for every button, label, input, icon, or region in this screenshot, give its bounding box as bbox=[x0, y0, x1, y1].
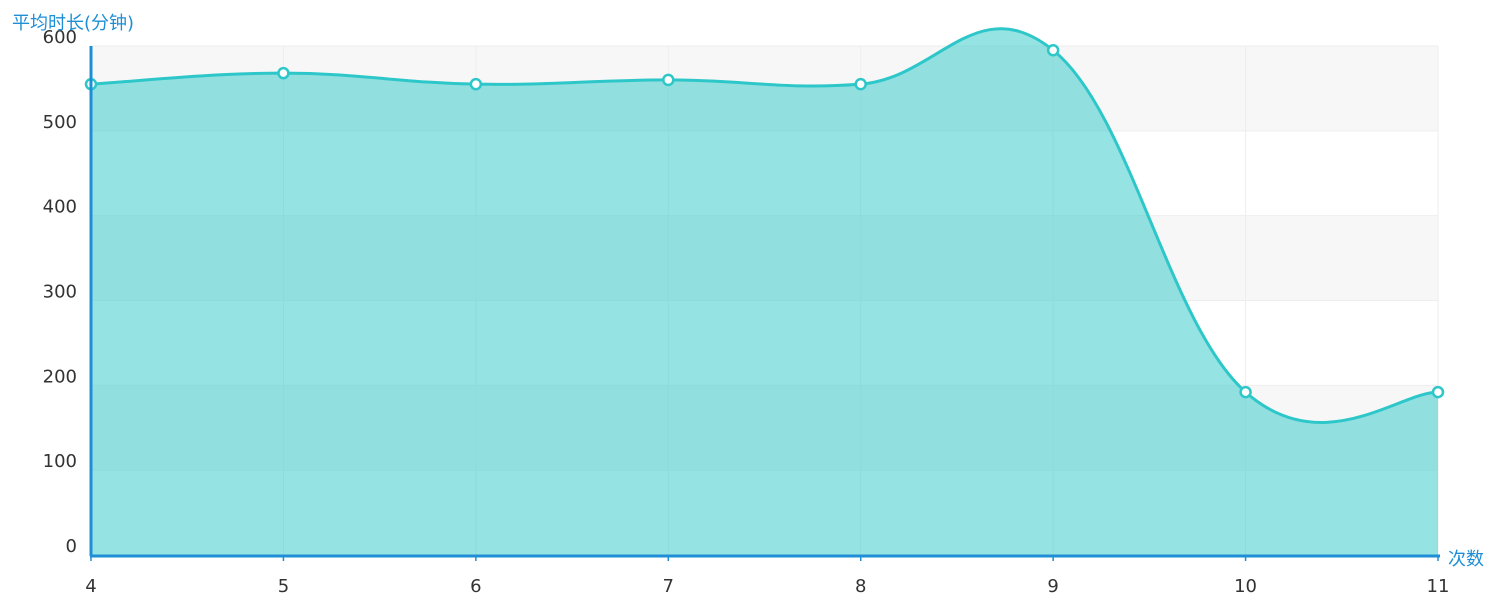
point bbox=[1239, 385, 1252, 399]
x-axis-label: 次数 bbox=[1448, 549, 1484, 570]
x-tick-label: 5 bbox=[278, 576, 289, 597]
y-tick-label: 600 bbox=[43, 27, 77, 48]
x-tick-label: 8 bbox=[855, 576, 866, 597]
point bbox=[662, 73, 675, 87]
y-tick-label: 400 bbox=[43, 197, 77, 218]
x-tick-label: 9 bbox=[1047, 576, 1058, 597]
point bbox=[1046, 43, 1060, 57]
y-axis-label: 平均时长(分钟) bbox=[12, 13, 134, 34]
y-tick-label: 100 bbox=[43, 451, 77, 472]
x-tick-label: 6 bbox=[470, 576, 481, 597]
point bbox=[1431, 385, 1445, 399]
line bbox=[90, 27, 1439, 424]
x-tick-label: 10 bbox=[1234, 576, 1257, 597]
y-tick-label: 0 bbox=[66, 536, 77, 557]
area bbox=[91, 28, 1438, 556]
x-tick-label: 7 bbox=[663, 576, 674, 597]
y-tick-label: 500 bbox=[43, 112, 77, 133]
point bbox=[469, 77, 483, 91]
y-tick-label: 300 bbox=[43, 282, 77, 303]
x-tick-label: 4 bbox=[85, 576, 96, 597]
point bbox=[854, 77, 867, 91]
y-tick-label: 200 bbox=[43, 366, 77, 387]
x-tick-label: 11 bbox=[1427, 576, 1450, 597]
point bbox=[277, 66, 290, 80]
